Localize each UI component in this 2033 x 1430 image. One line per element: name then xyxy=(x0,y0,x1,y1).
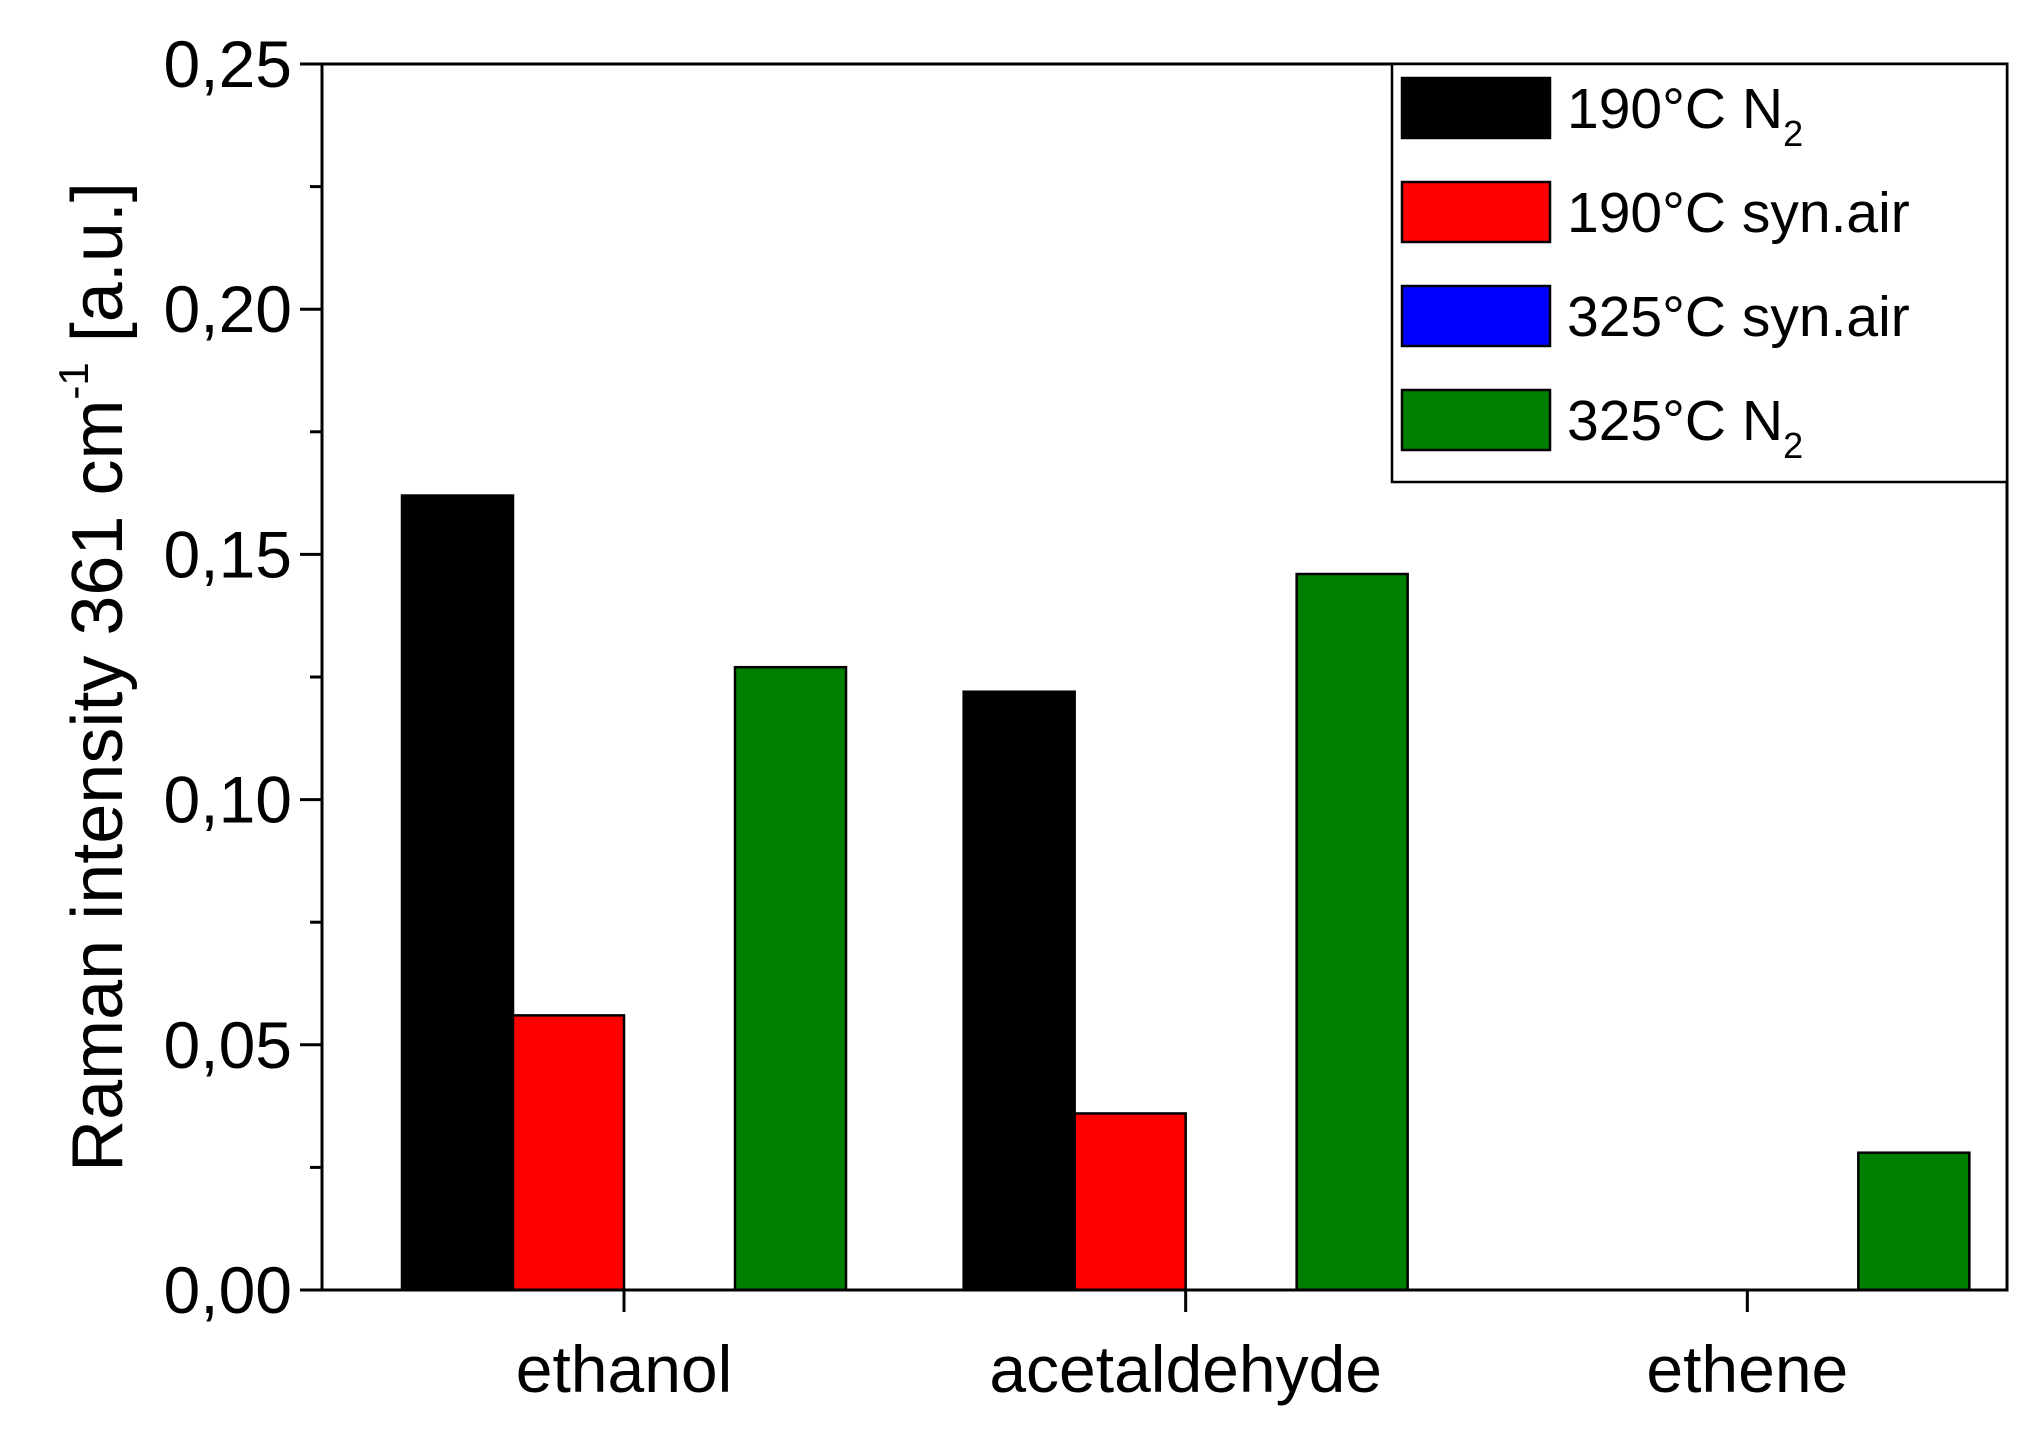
y-tick-label: 0,15 xyxy=(164,517,292,591)
legend-label-190-c-n2: 190°C N2 xyxy=(1567,77,1803,154)
bar-acetaldehyde-190-c-n2 xyxy=(962,690,1076,1292)
bar-ethanol-325-c-n2 xyxy=(733,665,848,1292)
x-tick-label-ethanol: ethanol xyxy=(516,1332,733,1406)
legend-label-325-c-n2: 325°C N2 xyxy=(1567,389,1803,466)
legend-swatch-190-c-n2 xyxy=(1400,76,1552,140)
bars-layer xyxy=(400,494,1971,1292)
legend-swatch-325-c-syn-air xyxy=(1400,284,1552,348)
y-tick-label: 0,20 xyxy=(164,272,292,346)
y-tick-label: 0,05 xyxy=(164,1008,292,1082)
bar-ethanol-190-c-syn-air xyxy=(511,1014,626,1292)
x-tick-label-ethene: ethene xyxy=(1646,1332,1848,1406)
bar-ethene-325-c-n2 xyxy=(1857,1151,1971,1292)
bar-ethanol-190-c-n2 xyxy=(400,494,515,1292)
legend-swatch-190-c-syn-air xyxy=(1400,180,1552,244)
legend-swatch-325-c-n2 xyxy=(1400,388,1552,452)
x-tick-label-acetaldehyde: acetaldehyde xyxy=(989,1332,1382,1406)
y-tick-label: 0,00 xyxy=(164,1253,292,1327)
y-axis-title: Raman intensity 361 cm-1 [a.u.] xyxy=(50,182,138,1172)
bar-acetaldehyde-325-c-n2 xyxy=(1295,572,1409,1292)
legend-label-190-c-syn-air: 190°C syn.air xyxy=(1567,181,1910,245)
y-tick-label: 0,10 xyxy=(164,763,292,837)
x-axis: ethanol acetaldehyde ethene xyxy=(516,1290,1848,1406)
y-tick-label: 0,25 xyxy=(164,27,292,101)
legend: 190°C N2 190°C syn.air 325°C syn.air 325°C … xyxy=(1390,62,2009,484)
y-axis: 0,00 0,05 0,10 0,15 0,20 0,25 xyxy=(164,27,322,1327)
bar-acetaldehyde-190-c-syn-air xyxy=(1073,1112,1187,1292)
legend-label-325-c-syn-air: 325°C syn.air xyxy=(1567,285,1910,349)
